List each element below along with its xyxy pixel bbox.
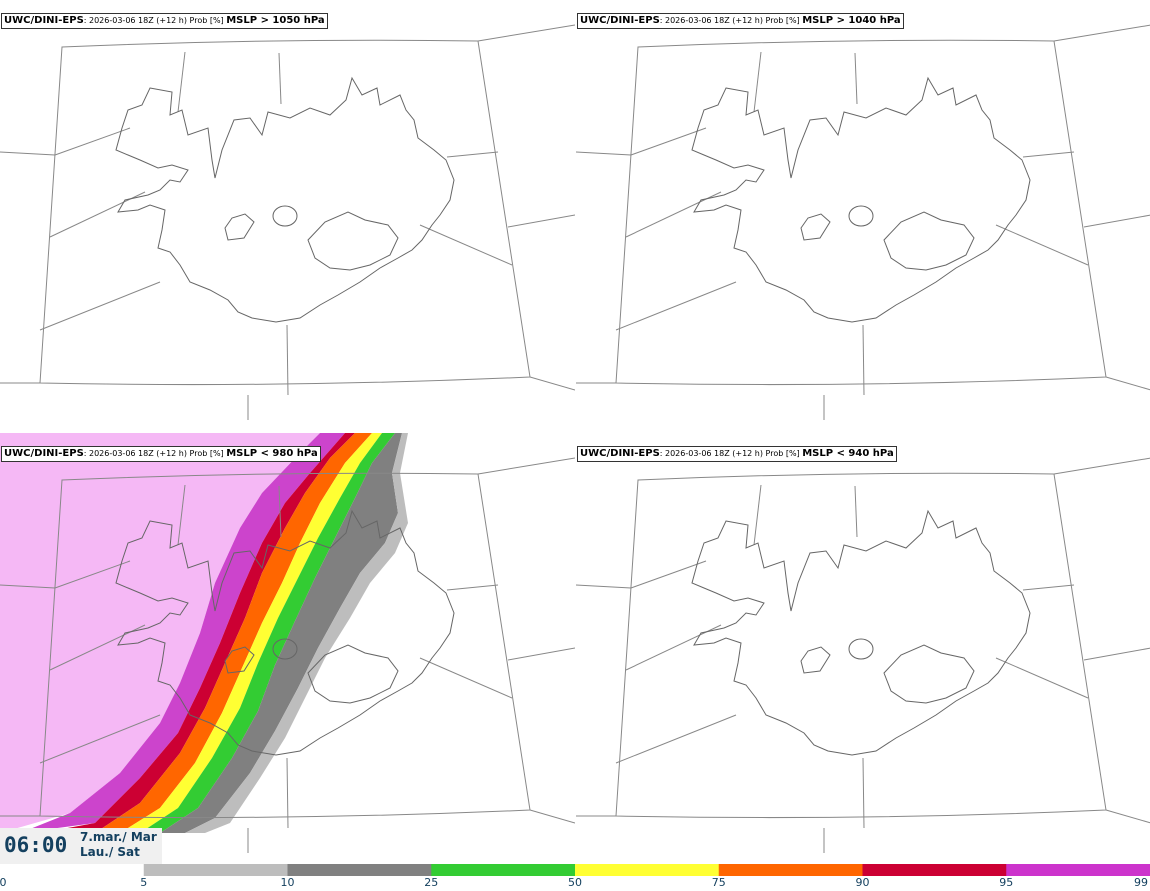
contour-50-75 (95, 433, 372, 833)
field-name: MSLP > 1040 hPa (802, 15, 901, 26)
colorbar-segment (862, 864, 1007, 876)
run-info: : 2026-03-06 18Z (+12 h) Prob [%] (83, 16, 227, 25)
contour-90-95 (20, 433, 345, 833)
run-info: : 2026-03-06 18Z (+12 h) Prob [%] (83, 449, 227, 458)
probability-contours (0, 433, 408, 833)
colorbar-tick-label: 25 (424, 876, 439, 889)
panel-title: UWC/DINI-EPS: 2026-03-06 18Z (+12 h) Pro… (1, 13, 328, 29)
map-graphic (0, 433, 575, 853)
map-graphic (576, 457, 1150, 853)
map-panel-2: UWC/DINI-EPS: 2026-03-06 18Z (+12 h) Pro… (576, 0, 1150, 430)
colorbar-segment (143, 864, 288, 876)
colorbar-segment (718, 864, 863, 876)
panel-title: UWC/DINI-EPS: 2026-03-06 18Z (+12 h) Pro… (577, 13, 904, 29)
contour-25-50 (120, 433, 382, 833)
panel-title: UWC/DINI-EPS: 2026-03-06 18Z (+12 h) Pro… (1, 446, 321, 462)
model-name: UWC/DINI-EPS (4, 15, 84, 26)
colorbar-tick-label: 90 (855, 876, 870, 889)
colorbar-segment (431, 864, 576, 876)
contour-10-25 (140, 433, 395, 833)
contour-5-10 (160, 433, 402, 833)
colorbar-tick-label: 0 (0, 876, 7, 889)
model-name: UWC/DINI-EPS (4, 448, 84, 459)
field-name: MSLP < 940 hPa (802, 448, 894, 459)
colorbar-tick-label: 10 (280, 876, 295, 889)
colorbar-tick-label: 5 (140, 876, 148, 889)
colorbar-segment (287, 864, 432, 876)
colorbar-tick-label: 75 (711, 876, 726, 889)
model-name: UWC/DINI-EPS (580, 15, 660, 26)
colorbar-segment (0, 864, 145, 876)
map-panel-4: UWC/DINI-EPS: 2026-03-06 18Z (+12 h) Pro… (576, 433, 1150, 863)
panel-title: UWC/DINI-EPS: 2026-03-06 18Z (+12 h) Pro… (577, 446, 897, 462)
field-name: MSLP < 980 hPa (226, 448, 318, 459)
valid-time-box (0, 828, 162, 864)
contour-75-90 (40, 433, 355, 833)
valid-date: 7.mar./ Mar (80, 830, 157, 844)
contour-95-99 (0, 433, 320, 833)
run-info: : 2026-03-06 18Z (+12 h) Prob [%] (659, 16, 803, 25)
colorbar-segment (575, 864, 720, 876)
map-graphic (0, 24, 575, 420)
model-name: UWC/DINI-EPS (580, 448, 660, 459)
valid-day: Lau./ Sat (80, 845, 140, 859)
colorbar-segment (1006, 864, 1150, 876)
run-info: : 2026-03-06 18Z (+12 h) Prob [%] (659, 449, 803, 458)
colorbar (0, 864, 1150, 876)
field-name: MSLP > 1050 hPa (226, 15, 325, 26)
map-graphic (576, 24, 1150, 420)
valid-time: 06:00 (4, 833, 68, 857)
colorbar-tick-label: 95 (999, 876, 1014, 889)
colorbar-tick-label: 99 (1134, 876, 1148, 889)
colorbar-tick-label: 50 (568, 876, 582, 889)
map-panel-1: UWC/DINI-EPS: 2026-03-06 18Z (+12 h) Pro… (0, 0, 575, 430)
map-panel-3: UWC/DINI-EPS: 2026-03-06 18Z (+12 h) Pro… (0, 433, 575, 863)
